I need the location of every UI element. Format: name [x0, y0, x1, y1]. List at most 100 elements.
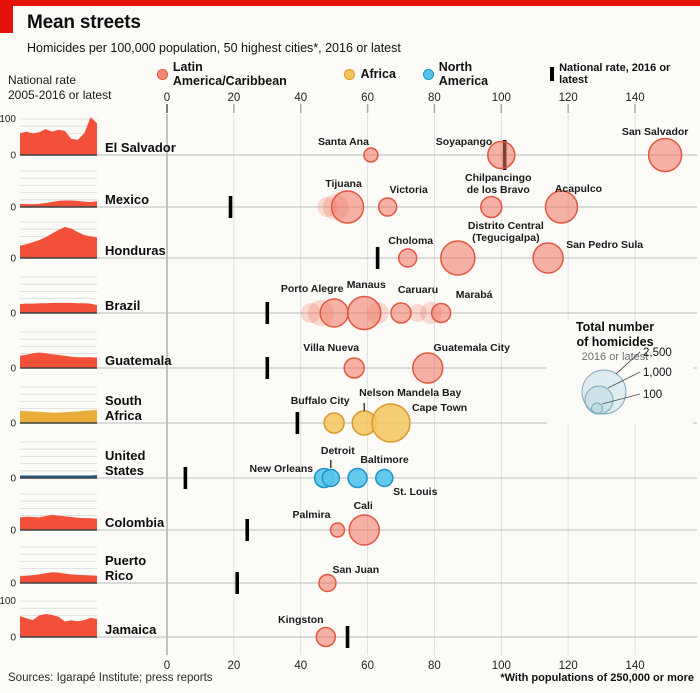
city-label: Porto Alegre — [281, 283, 344, 295]
city-label: Buffalo City — [291, 395, 350, 407]
legend-item-latam: Latin America/Caribbean — [157, 60, 317, 88]
sparkline-zero-label: 0 — [10, 474, 16, 485]
axis-label-bottom: 100 — [492, 660, 511, 672]
city-bubble — [430, 302, 452, 324]
city-label: Detroit — [321, 445, 355, 457]
axis-label-top: 60 — [361, 92, 374, 104]
country-label: Honduras — [105, 243, 166, 258]
city-label: San Juan — [332, 564, 379, 576]
size-legend-leader — [615, 351, 641, 375]
axis-label-top: 20 — [227, 92, 240, 104]
size-legend-title: of homicides — [576, 335, 653, 349]
axis-tick — [366, 104, 369, 113]
city-bubble — [390, 302, 412, 324]
axis-label-top: 80 — [428, 92, 441, 104]
legend-label-latam: Latin America/Caribbean — [172, 60, 287, 88]
axis-label-top: 0 — [164, 92, 170, 104]
chart-subtitle: Homicides per 100,000 population, 50 hig… — [27, 41, 401, 55]
sparkline-zero-label: 0 — [10, 364, 16, 375]
latam-legend-dot-icon — [157, 68, 168, 80]
axis-label-bottom: 0 — [164, 660, 170, 672]
size-legend-leader — [607, 371, 641, 389]
city-bubble — [329, 522, 346, 538]
country-label: Guatemala — [105, 353, 172, 368]
axis-note-line1: National rate — [8, 73, 77, 87]
size-legend-value: 2,500 — [643, 347, 672, 359]
axis-label-bottom: 40 — [294, 660, 307, 672]
size-legend-circle — [591, 402, 603, 415]
city-label: Caruaru — [398, 284, 438, 296]
axis-label-bottom: 60 — [361, 660, 374, 672]
country-row: 0 Colombia Palmira Cali — [10, 493, 697, 546]
axis-label-top: 140 — [625, 92, 644, 104]
city-label: Tijuana — [325, 178, 362, 190]
sparkline-area — [20, 614, 97, 637]
red-accent-block — [0, 6, 13, 33]
axis-tick — [567, 104, 569, 113]
national-rate-tick — [295, 412, 300, 434]
city-label: Villa Nueva — [303, 342, 359, 354]
city-bubble — [647, 137, 683, 173]
city-label: Palmira — [293, 509, 331, 521]
city-bubble — [532, 242, 564, 274]
axis-tick — [634, 104, 636, 113]
city-label: Distrito Central — [468, 220, 544, 232]
city-label: Manaus — [347, 279, 386, 291]
national-rate-tick — [375, 247, 380, 269]
chart-legend: Latin America/Caribbean Africa North Ame… — [157, 60, 700, 88]
city-label: Acapulco — [555, 183, 602, 195]
sparkline-zero-label: 0 — [10, 254, 16, 265]
sparkline-zero-label: 0 — [10, 579, 16, 590]
legend-label-national-rate: National rate, 2016 or latest — [559, 62, 671, 86]
city-bubble — [323, 412, 345, 434]
sources-note: Sources: Igarapé Institute; press report… — [8, 672, 213, 684]
sparkline-area — [20, 117, 97, 155]
city-bubble — [347, 467, 368, 489]
city-bubble — [346, 295, 382, 331]
national-rate-tick — [245, 519, 250, 541]
sparkline-zero-label: 0 — [10, 203, 16, 214]
country-label: Africa — [105, 408, 143, 423]
country-label: Brazil — [105, 298, 140, 313]
legend-item-africa: Africa — [344, 67, 396, 81]
legend-item-north-america: North America — [422, 60, 523, 88]
top-red-bar — [0, 0, 700, 6]
na-legend-dot-icon — [422, 68, 434, 80]
sparkline-zero-label: 0 — [10, 633, 16, 644]
country-label: Rico — [105, 568, 133, 583]
size-legend-title: Total number — [576, 320, 654, 334]
national-rate-bar-icon — [550, 67, 555, 81]
city-label: Cape Town — [412, 402, 467, 414]
city-bubble — [412, 352, 444, 384]
page-title: Mean streets — [27, 12, 141, 33]
size-legend-value: 100 — [643, 389, 662, 401]
axis-tick — [233, 104, 235, 113]
sparkline-area — [20, 352, 97, 368]
city-label: Santa Ana — [318, 136, 369, 148]
sparkline-area — [20, 302, 97, 313]
city-label: Victoria — [389, 184, 427, 196]
size-legend-value: 1,000 — [643, 367, 672, 379]
sparkline-zero-label: 0 — [10, 526, 16, 537]
axis-tick — [299, 104, 302, 113]
country-label: States — [105, 463, 144, 478]
national-rate-tick — [228, 196, 233, 218]
country-label: El Salvador — [105, 140, 176, 155]
country-row: 0 100 El Salvador Santa Ana Soyapango San Sal… — [0, 114, 697, 173]
city-bubble — [377, 197, 398, 217]
city-bubble — [371, 403, 411, 443]
legend-label-africa: Africa — [360, 67, 396, 81]
axis-label-bottom: 80 — [428, 660, 441, 672]
national-rate-axis-note: National rate 2005-2016 or latest — [8, 73, 111, 103]
africa-legend-dot-icon — [344, 68, 356, 80]
country-label: United — [105, 448, 146, 463]
city-bubble — [375, 468, 394, 488]
city-bubble — [544, 190, 579, 224]
city-bubble-ghost — [408, 304, 427, 322]
legend-item-national-rate: National rate, 2016 or latest — [550, 62, 700, 86]
city-label: Baltimore — [360, 454, 409, 466]
sparkline-area — [20, 227, 97, 258]
